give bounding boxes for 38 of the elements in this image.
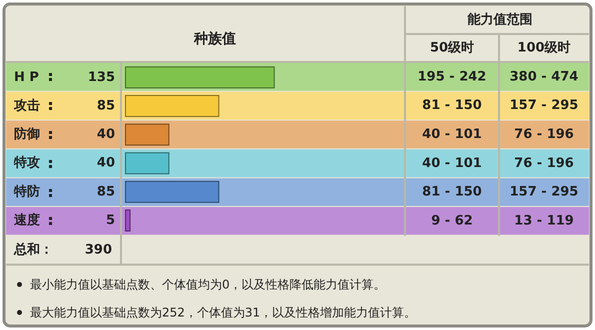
text: 76 - 196	[514, 127, 574, 142]
text: 81 - 150	[422, 184, 482, 200]
bar	[125, 124, 170, 146]
bar	[125, 152, 170, 174]
y-tick-label: 速度	[14, 212, 40, 228]
text: 81 - 150	[422, 98, 482, 114]
y-tick-label: H P	[14, 70, 39, 85]
chart-title: 种族值	[193, 31, 236, 47]
bar	[125, 209, 131, 232]
text: 40 - 101	[422, 156, 482, 171]
text: 能力值范围	[468, 12, 532, 28]
text: 40 - 101	[422, 127, 482, 142]
text: 380 - 474	[510, 69, 578, 84]
text: 最小能力值以基础点数、个体值均为0，以及性格降低能力值计算。	[30, 278, 386, 292]
text: 最大能力值以基础点数为252，个体值为31，以及性格增加能力值计算。	[30, 306, 416, 320]
text: 9 - 62	[431, 213, 473, 228]
text: 76 - 196	[514, 156, 574, 171]
data-label: 5	[106, 212, 115, 228]
bar	[125, 94, 220, 117]
data-label: 40	[96, 156, 115, 171]
text: 157 - 295	[510, 184, 578, 200]
text: 195 - 242	[418, 69, 486, 84]
text: 390	[84, 242, 112, 258]
y-tick-label: 特防	[13, 183, 40, 200]
bar	[125, 180, 220, 203]
data-label: 40	[96, 127, 115, 142]
data-label: 135	[88, 70, 115, 85]
text: 157 - 295	[510, 98, 578, 114]
y-tick-label: 特攻	[13, 156, 40, 171]
text: 100级时	[517, 40, 571, 56]
text: 13 - 119	[514, 213, 574, 228]
y-tick-label: 防御	[14, 126, 40, 142]
y-tick-label: 攻击	[13, 98, 40, 114]
data-label: 85	[96, 98, 115, 114]
text: 50级时	[430, 40, 474, 56]
data-label: 85	[96, 184, 115, 200]
text: 总和：	[13, 242, 53, 258]
bar	[125, 66, 275, 88]
